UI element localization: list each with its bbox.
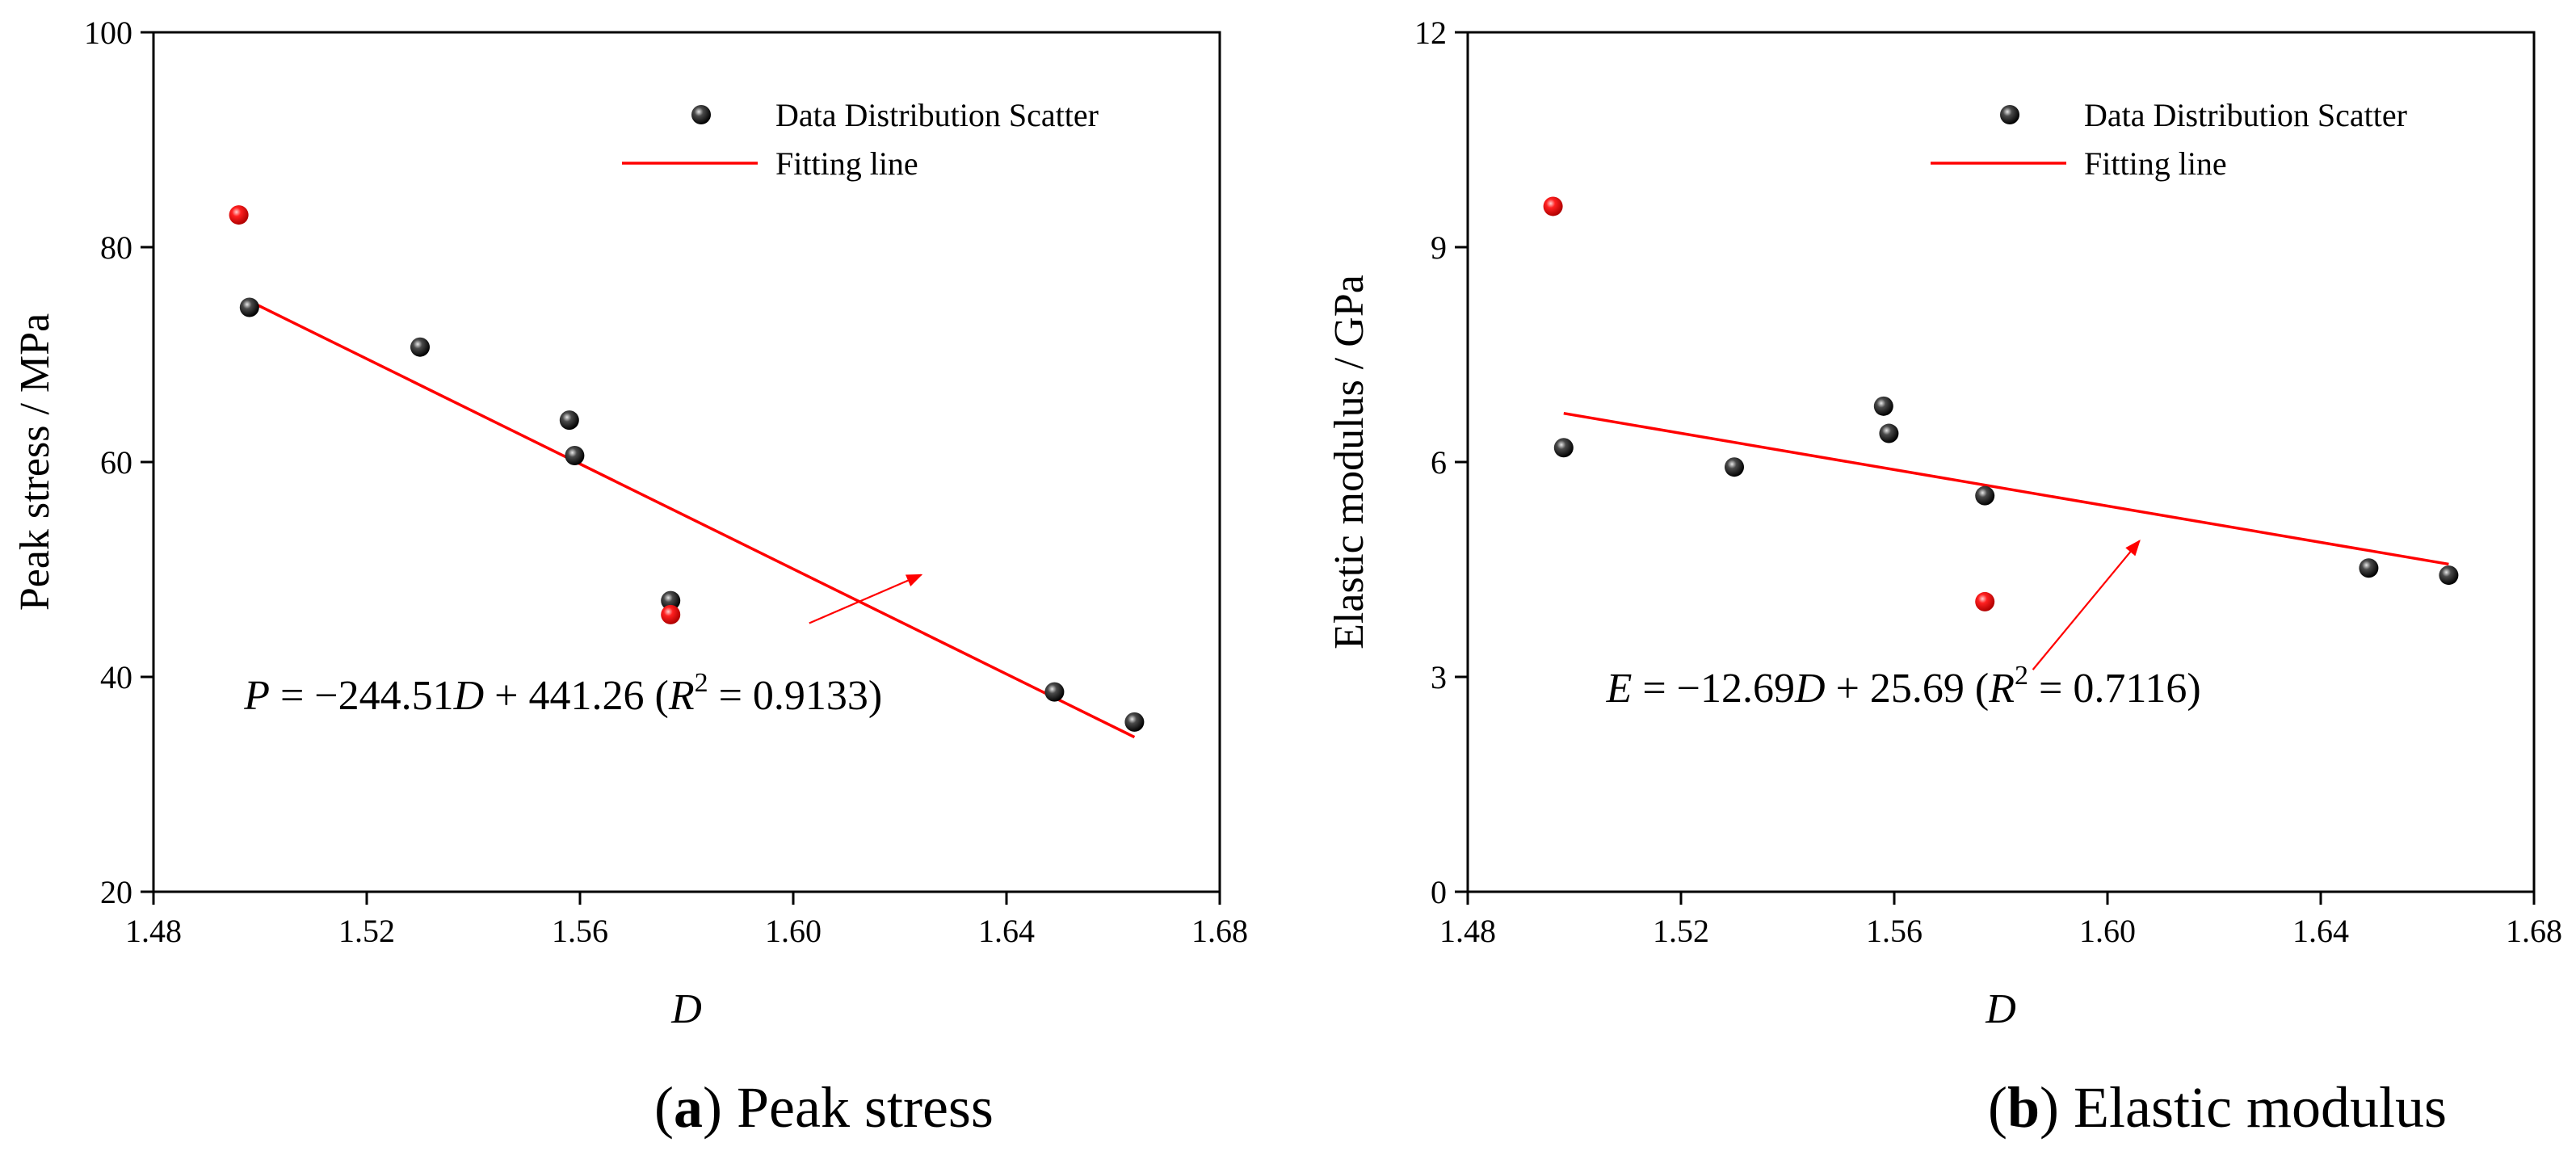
x-tick-label: 1.52 [1653,913,1709,949]
outlier-point [229,205,249,225]
text-span: = 0.7116) [2028,666,2201,712]
y-tick-label: 9 [1431,229,1447,266]
text-span: ) [703,1075,737,1140]
x-tick-label: 1.64 [2292,913,2349,949]
text-span: Peak stress [737,1075,994,1140]
text-span: 2 [2015,661,2028,691]
plot-frame [1466,31,2536,893]
outlier-point [661,604,681,624]
panel-caption: (b) Elastic modulus [1988,1075,2447,1140]
data-point [1879,423,1899,443]
x-tick-label: 1.68 [2506,913,2562,949]
x-tick-label: 1.68 [1191,913,1248,949]
text-span: ( [654,1075,674,1140]
text-span: + 25.69 ( [1826,666,1990,712]
text-span: a [674,1075,703,1140]
legend-line-label: Fitting line [2084,145,2227,182]
data-point [1975,485,1995,506]
text-span: P [243,673,270,719]
y-tick-label: 12 [1414,15,1447,51]
equation-arrow [809,573,923,624]
legend-scatter-label: Data Distribution Scatter [775,97,1099,133]
x-axis-label: D [1985,986,2016,1032]
x-tick-label: 1.64 [978,913,1035,949]
text-span: = −12.69 [1632,666,1795,712]
x-tick-label: 1.60 [765,913,822,949]
chart-panel-a: 1.48 1.52 1.56 1.60 1.64 1.68 20 40 60 80 100 D Peak… [12,15,1248,1140]
plot-frame [152,31,1221,893]
text-span: b [2007,1075,2040,1140]
data-point [1124,712,1145,732]
data-point [559,410,579,431]
legend: Data Distribution Scatter Fitting line [622,97,1099,182]
y-tick-label: 6 [1431,444,1447,481]
y-axis-label: Peak stress / MPa [12,313,58,611]
text-span: 2 [695,668,708,698]
data-point [1873,396,1893,416]
text-span: ) [2040,1075,2074,1140]
legend-line-label: Fitting line [775,145,918,182]
text-span: = 0.9133) [708,673,883,719]
data-point [565,446,585,466]
y-tick-label: 100 [84,15,132,51]
y-tick-label: 0 [1431,874,1447,910]
data-point [1044,682,1065,702]
text-span: D [1794,666,1826,712]
x-tick-label: 1.60 [2079,913,2136,949]
y-tick-label: 3 [1431,659,1447,695]
text-span: + 441.26 ( [484,673,669,719]
data-point [2359,558,2379,578]
data-point [2439,565,2459,586]
x-tick-label: 1.48 [1439,913,1496,949]
legend-scatter-marker [2000,105,2019,124]
chart-panel-b: 1.48 1.52 1.56 1.60 1.64 1.68 0 3 6 9 12 D Elastic m… [1326,15,2562,1140]
x-tick-label: 1.52 [338,913,395,949]
data-point [661,590,681,611]
text-span: Elastic modulus [2074,1075,2447,1140]
data-point [410,337,430,357]
fit-equation: E = −12.69D + 25.69 (R2 = 0.7116) [1606,661,2201,712]
x-tick-label: 1.56 [552,913,608,949]
data-point [1553,438,1574,458]
y-tick-label: 20 [100,874,132,910]
fit-equation: P = −244.51D + 441.26 (R2 = 0.9133) [243,668,882,719]
text-span: R [1988,666,2015,712]
y-axis-label: Elastic modulus / GPa [1326,275,1372,649]
outlier-point [1543,196,1563,216]
data-point [1725,457,1744,477]
y-tick-label: 60 [100,444,132,481]
y-tick-label: 80 [100,229,132,266]
data-point [239,297,259,317]
text-span: R [668,673,695,719]
fitting-line [249,300,1136,739]
legend-scatter-marker [691,105,711,124]
y-tick-label: 40 [100,659,132,695]
text-span: D [453,673,485,719]
legend: Data Distribution Scatter Fitting line [1931,97,2407,182]
text-span: E [1606,666,1633,712]
outlier-point [1975,591,1995,611]
x-tick-label: 1.56 [1866,913,1923,949]
equation-arrow [2032,540,2141,670]
text-span: ( [1988,1075,2007,1140]
fitting-line [1563,411,2449,566]
text-span: = −244.51 [270,673,454,719]
x-tick-label: 1.48 [125,913,182,949]
legend-scatter-label: Data Distribution Scatter [2084,97,2407,133]
panel-caption: (a) Peak stress [654,1075,994,1140]
x-axis-label: D [670,986,702,1032]
